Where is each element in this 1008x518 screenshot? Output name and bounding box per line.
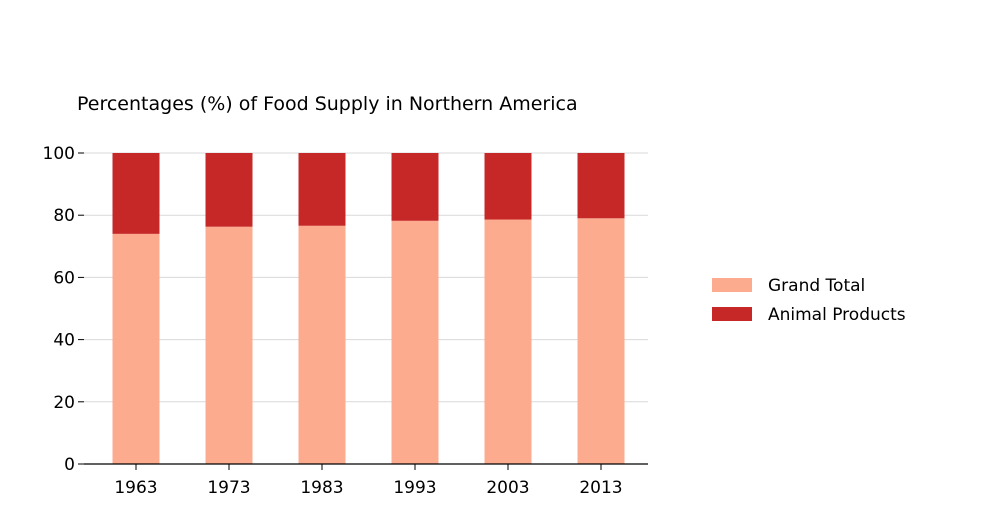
bar-grand-total-2013 — [577, 218, 625, 464]
x-tick-label: 1983 — [300, 478, 343, 498]
chart-title: Percentages (%) of Food Supply in Northe… — [77, 93, 578, 115]
bar-animal-products-1983 — [298, 153, 346, 226]
bar-animal-products-1963 — [112, 153, 160, 234]
x-tick-label: 2003 — [486, 478, 529, 498]
x-tick-label: 1993 — [393, 478, 436, 498]
x-tick-label: 1973 — [207, 478, 250, 498]
y-tick-label: 20 — [53, 393, 75, 413]
legend-swatch-grand-total — [712, 278, 752, 292]
y-tick-label: 80 — [53, 206, 75, 226]
y-tick-label: 40 — [53, 331, 75, 351]
bar-animal-products-1973 — [205, 153, 253, 227]
legend-swatch-animal-products — [712, 307, 752, 321]
x-tick-label: 1963 — [114, 478, 157, 498]
y-tick-label: 100 — [43, 144, 75, 164]
bar-grand-total-1963 — [112, 233, 160, 464]
bar-grand-total-1983 — [298, 225, 346, 464]
y-tick-label: 60 — [53, 268, 75, 288]
y-tick-label: 0 — [64, 455, 75, 475]
x-tick-label: 2013 — [579, 478, 622, 498]
legend: Grand Total Animal Products — [712, 276, 906, 325]
x-axis: 1963 1973 1983 1993 2003 2013 — [84, 463, 648, 498]
bar-animal-products-2013 — [577, 153, 625, 219]
bar-animal-products-1993 — [391, 153, 439, 221]
bars — [112, 153, 625, 464]
legend-label-grand-total: Grand Total — [768, 276, 865, 296]
bar-grand-total-1993 — [391, 220, 439, 464]
y-axis: 0 20 40 60 80 100 — [43, 144, 84, 475]
gridlines — [84, 152, 648, 403]
bar-grand-total-2003 — [484, 219, 532, 464]
legend-label-animal-products: Animal Products — [768, 305, 906, 325]
bar-animal-products-2003 — [484, 153, 532, 220]
bar-grand-total-1973 — [205, 226, 253, 464]
